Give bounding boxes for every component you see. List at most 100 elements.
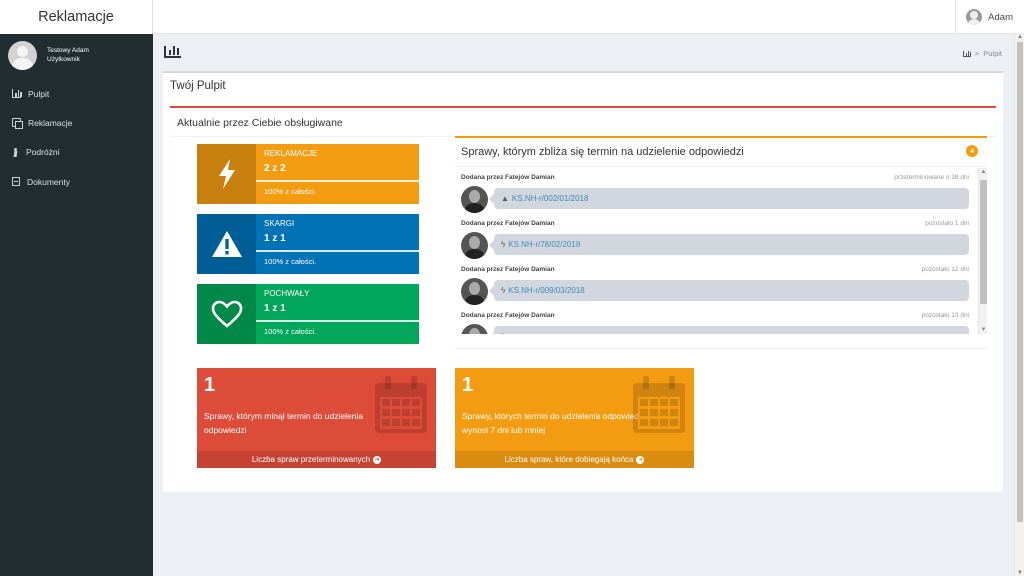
sidebar-item-label: Dokumenty (27, 176, 70, 187)
footer-label: Liczba spraw przeterminowanych (251, 455, 371, 464)
avatar (461, 232, 488, 259)
avatar (8, 40, 37, 70)
avatar (461, 324, 488, 334)
info-box-reklamacje[interactable]: REKLAMACJE 2 z 2 100% z całości. (197, 144, 419, 204)
copy-icon (12, 118, 23, 130)
message-time: pozostało 1 dni (925, 220, 969, 227)
sidebar-user-role: Użytkownik (47, 56, 80, 63)
sidebar-item-label: Reklamacje (28, 117, 73, 128)
sidebar-user-panel: Testowy Adam Użytkownik (0, 34, 153, 76)
list-item: Dodana przez Fatejów Damian pozostało 12… (461, 260, 969, 306)
scrollbar-thumb[interactable] (1017, 42, 1023, 522)
message-sender: Dodana przez Fatejów Damian (461, 220, 555, 227)
bolt-icon (197, 144, 256, 204)
calendar-icon (633, 376, 685, 433)
sidebar-item-label: Pulpit (28, 88, 50, 99)
info-box-label: SKARGI (264, 219, 295, 228)
deadline-list: Dodana przez Fatejów Damian przeterminow… (461, 168, 969, 334)
message-time: pozostało 13 dni (921, 312, 969, 319)
sidebar-item-pulpit[interactable]: Pulpit (0, 79, 153, 108)
message-bubble: ϟ KS.NH-r/78/02/2018 (489, 234, 969, 255)
expiring-cases-box: 1 Sprawy, których termin do udzielenia o… (455, 368, 694, 468)
info-box-label: POCHWAŁY (264, 289, 310, 298)
progress-bar (256, 320, 419, 322)
bolt-icon: ϟ (501, 332, 505, 334)
scroll-up-icon[interactable]: ▲ (980, 169, 987, 175)
expiring-count: 1 (462, 374, 474, 396)
sidebar-item-label: Podróżni (26, 147, 60, 158)
calendar-icon (375, 376, 427, 433)
expiring-description: Sprawy, których termin do udzielenia odp… (462, 411, 646, 435)
footer-label: Liczba spraw, które dobiegają końca (504, 455, 634, 464)
message-sender: Dodana przez Fatejów Damian (461, 266, 555, 273)
warning-icon: ▲ (501, 194, 509, 203)
message-sender: Dodana przez Fatejów Damian (461, 174, 555, 181)
sidebar: Testowy Adam Użytkownik Pulpit Reklamacj… (0, 34, 153, 576)
progress-bar (256, 180, 419, 182)
case-link[interactable]: KS.NH-r/002/01/2018 (511, 194, 589, 203)
sidebar-menu: Pulpit Reklamacje Podróżni Dokumenty (0, 79, 153, 196)
info-box-description: 100% z całości. (264, 187, 317, 196)
message-bubble: ϟ (489, 326, 969, 334)
divider (455, 166, 987, 167)
overdue-description: Sprawy, którym minął termin do udzieleni… (204, 411, 364, 435)
scroll-down-icon[interactable]: ▼ (1017, 570, 1023, 576)
list-item: Dodana przez Fatejów Damian przeterminow… (461, 168, 969, 214)
bar-chart-icon (12, 89, 22, 99)
info-box-count: 1 z 1 (264, 233, 286, 244)
count-badge: 4 (966, 145, 978, 157)
sidebar-user-name: Testowy Adam (47, 47, 89, 54)
list-item: Dodana przez Fatejów Damian pozostało 13… (461, 306, 969, 334)
deadline-title: Sprawy, którym zbliża się termin na udzi… (461, 146, 744, 158)
traveler-icon (12, 147, 19, 157)
app-brand[interactable]: Reklamacje (0, 0, 153, 34)
window-scrollbar[interactable]: ▲ ▼ (1014, 34, 1024, 576)
top-navbar: Adam (153, 0, 1024, 34)
sidebar-item-reklamacje[interactable]: Reklamacje (0, 108, 153, 137)
info-box-pochwaly[interactable]: POCHWAŁY 1 z 1 100% z całości. (197, 284, 419, 344)
deadline-panel: Sprawy, którym zbliża się termin na udzi… (455, 136, 987, 349)
avatar (461, 186, 488, 213)
overdue-cases-box: 1 Sprawy, którym minął termin do udziele… (197, 368, 436, 468)
expiring-footer-link[interactable]: Liczba spraw, które dobiegają końca ➜ (455, 451, 694, 468)
user-avatar (966, 9, 983, 25)
message-time: pozostało 12 dni (921, 266, 969, 273)
page-title: Twój Pulpit (170, 80, 226, 92)
file-icon (12, 177, 20, 187)
case-link[interactable]: KS.NH-r/009/03/2018 (508, 286, 585, 295)
bolt-icon: ϟ (501, 240, 506, 249)
info-box-skargi[interactable]: SKARGI 1 z 1 100% z całości. (197, 214, 419, 274)
message-bubble: ϟ KS.NH-r/009/03/2018 (489, 280, 969, 301)
info-box-count: 1 z 1 (264, 303, 286, 314)
scroll-up-icon[interactable]: ▲ (1017, 34, 1023, 40)
warning-icon (197, 214, 256, 274)
arrow-circle-right-icon: ➜ (636, 455, 645, 464)
sidebar-item-dokumenty[interactable]: Dokumenty (0, 167, 153, 196)
info-box-label: REKLAMACJE (264, 149, 318, 158)
scrollbar-thumb[interactable] (980, 180, 987, 304)
overdue-count: 1 (204, 374, 216, 396)
info-box-description: 100% z całości. (264, 257, 317, 266)
bolt-icon: ϟ (501, 286, 506, 295)
breadcrumb: > Pulpit (962, 49, 1002, 58)
breadcrumb-separator: > (974, 49, 980, 58)
arrow-circle-right-icon: ➜ (373, 455, 382, 464)
scroll-down-icon[interactable]: ▼ (980, 327, 987, 333)
info-box-count: 2 z 2 (264, 163, 286, 174)
overdue-footer-link[interactable]: Liczba spraw przeterminowanych ➜ (197, 451, 436, 468)
sidebar-item-podrozni[interactable]: Podróżni (0, 138, 153, 167)
list-scrollbar[interactable]: ▲ ▼ (978, 168, 987, 334)
title-divider (170, 106, 996, 108)
user-menu[interactable]: Adam (955, 0, 1013, 34)
breadcrumb-current: Pulpit (983, 49, 1002, 58)
case-link[interactable]: KS.NH-r/78/02/2018 (508, 240, 581, 249)
content-header: > Pulpit (153, 34, 1014, 70)
avatar (461, 278, 488, 305)
heart-icon (197, 284, 256, 344)
dashboard-box: Twój Pulpit Aktualnie przez Ciebie obsłu… (163, 71, 1003, 492)
bar-chart-icon (164, 46, 181, 58)
user-name: Adam (988, 11, 1013, 23)
progress-bar (256, 250, 419, 252)
bar-chart-icon[interactable] (962, 50, 971, 57)
section-title: Aktualnie przez Ciebie obsługiwane (177, 117, 343, 129)
